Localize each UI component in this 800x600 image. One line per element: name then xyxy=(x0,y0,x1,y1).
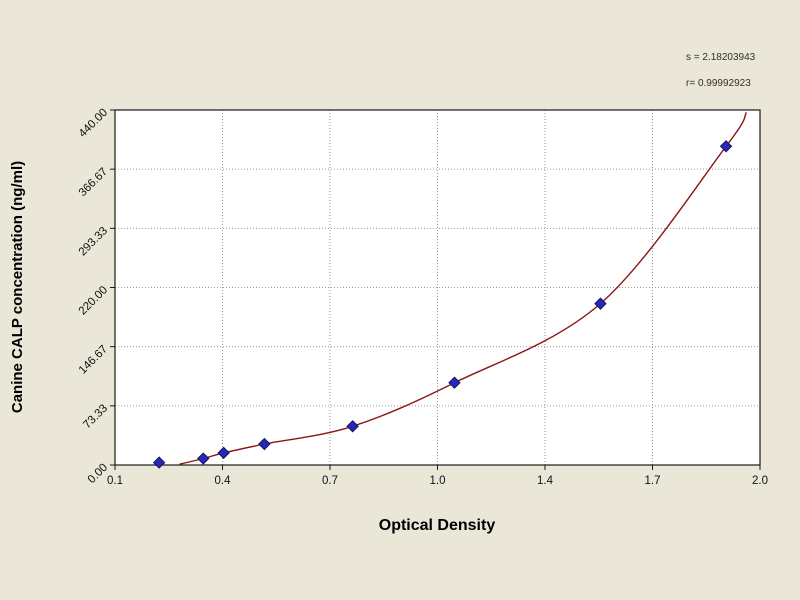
x-tick-label: 0.1 xyxy=(107,475,123,487)
data-point-marker xyxy=(594,297,607,310)
x-axis-title: Optical Density xyxy=(379,517,496,534)
data-point-marker xyxy=(197,452,210,465)
data-point-marker xyxy=(448,376,461,389)
x-tick-label: 1.4 xyxy=(537,475,554,487)
x-tick-label: 0.7 xyxy=(322,475,338,487)
x-tick-label: 1.7 xyxy=(645,475,661,487)
fit-curve xyxy=(179,112,748,465)
fit-stat-r: r= 0.99992923 xyxy=(686,78,751,89)
plot-border xyxy=(114,109,761,466)
y-tick-label: 73.33 xyxy=(81,402,110,431)
y-tick-label: 146.67 xyxy=(77,343,110,376)
x-tick-label: 1.0 xyxy=(430,475,446,487)
y-tick-label: 366.67 xyxy=(77,166,110,199)
chart-layers: 0.1 0.4 0.7 1.0 1.4 1.7 2.00.0073.33146.67220.… xyxy=(77,107,768,487)
x-tick-label: 0.4 xyxy=(215,475,232,487)
y-tick-label: 440.00 xyxy=(77,107,110,140)
fit-stat-s: s = 2.18203943 xyxy=(686,52,756,63)
data-point-marker xyxy=(152,456,166,469)
y-tick-label: 293.33 xyxy=(77,225,110,258)
data-point-marker xyxy=(346,420,359,433)
data-point-marker xyxy=(258,437,271,451)
fit-curve-layer xyxy=(179,112,748,465)
x-tick-label: 2.0 xyxy=(752,475,768,487)
data-point-marker xyxy=(719,140,733,153)
y-tick-label: 220.00 xyxy=(77,284,110,317)
data-point-marker xyxy=(217,446,230,460)
y-axis-title: Canine CALP concentration (ng/ml) xyxy=(9,161,26,413)
